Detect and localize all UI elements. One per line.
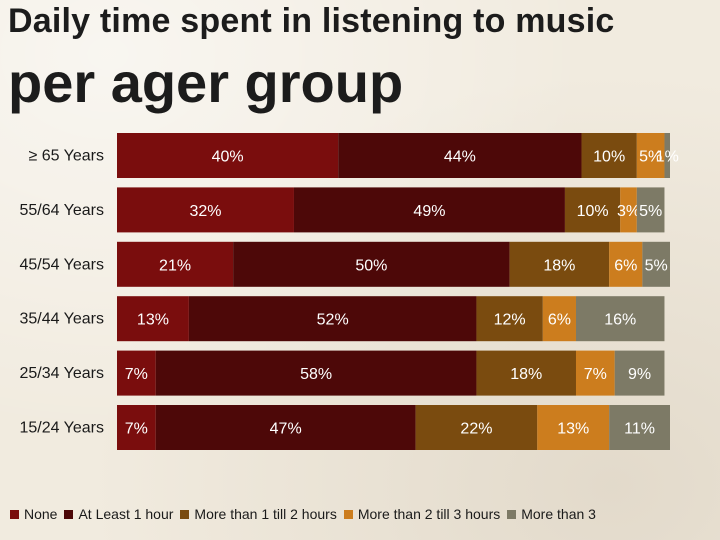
chart-title-line2: per ager group <box>8 51 404 114</box>
bar-segment-more-than-2-till-3-hours <box>542 296 576 342</box>
data-label: 58% <box>300 366 332 383</box>
bar-segment-none <box>117 405 156 450</box>
bar-segment-none <box>117 350 156 396</box>
bar-segment-more-than-1-till-2-hours <box>581 133 637 178</box>
data-label: 11% <box>624 421 655 438</box>
data-label: 7% <box>125 366 148 383</box>
legend-swatch <box>507 509 517 519</box>
bar-segment-more-than-2-till-3-hours <box>609 241 643 287</box>
data-label: 32% <box>189 203 221 220</box>
bar-segment-none <box>117 296 189 342</box>
bar-segment-at-least-1-hour <box>155 350 477 396</box>
bar-segment-more-than-2-till-3-hours <box>620 187 637 233</box>
data-label: 12% <box>494 312 526 329</box>
bar-segment-more-than-1-till-2-hours <box>509 241 610 287</box>
bar-segment-at-least-1-hour <box>155 405 416 450</box>
data-label: 10% <box>577 203 609 220</box>
chart-title-line1: Daily time spent in listening to music <box>8 2 615 40</box>
data-label: 5% <box>639 149 662 166</box>
data-label: 6% <box>614 257 637 274</box>
legend-swatch <box>64 509 74 519</box>
category-label: 55/64 Years <box>19 202 104 219</box>
bar-segment-more-than-1-till-2-hours <box>476 296 543 342</box>
bar-segment-none <box>117 133 339 178</box>
category-label: 25/34 Years <box>19 365 104 382</box>
bar-segment-more-than-3 <box>636 187 665 233</box>
data-label: 6% <box>548 312 571 329</box>
legend-item: More than 2 till 3 hours <box>343 506 501 522</box>
data-label: 9% <box>628 366 651 383</box>
bar-segment-more-than-2-till-3-hours <box>537 405 610 450</box>
bar-segment-at-least-1-hour <box>233 241 510 287</box>
bar-segment-more-than-3 <box>664 133 670 178</box>
bar-segment-more-than-3 <box>642 241 670 287</box>
legend-item: At Least 1 hour <box>64 506 173 522</box>
bar-segment-more-than-2-till-3-hours <box>636 133 665 178</box>
legend-swatch <box>10 509 19 519</box>
data-label: 21% <box>159 257 191 274</box>
category-label: 45/54 Years <box>19 256 104 273</box>
data-label: 1% <box>656 149 679 166</box>
bar-segment-more-than-2-till-3-hours <box>575 350 615 396</box>
bar-segment-more-than-3 <box>609 405 670 450</box>
data-label: 47% <box>270 421 302 438</box>
bar-segment-more-than-1-till-2-hours <box>564 187 621 233</box>
legend-label: At Least 1 hour <box>78 506 174 522</box>
category-label: ≥ 65 Years <box>28 148 104 165</box>
data-label: 40% <box>212 149 244 166</box>
data-label: 7% <box>584 366 607 383</box>
legend-item: None <box>10 506 57 522</box>
legend-swatch <box>180 509 190 519</box>
bar-segment-more-than-3 <box>614 350 665 396</box>
data-label: 18% <box>510 366 542 383</box>
bar-segment-more-than-1-till-2-hours <box>476 350 576 396</box>
legend-label: None <box>24 506 58 522</box>
stacked-bar-chart: ≥ 65 Years 40% 44% 10% 5%1%55/64 Years 32% 49%… <box>19 133 679 450</box>
bar-segment-at-least-1-hour <box>338 133 582 178</box>
legend-swatch <box>343 509 353 519</box>
bar-segment-at-least-1-hour <box>293 187 565 233</box>
data-label: 22% <box>460 421 492 438</box>
data-label: 13% <box>557 421 589 438</box>
bar-segment-at-least-1-hour <box>188 296 477 342</box>
data-label: 49% <box>413 203 445 220</box>
legend-label: More than 1 till 2 hours <box>194 506 337 522</box>
data-label: 7% <box>125 421 148 438</box>
data-label: 52% <box>317 312 349 329</box>
data-label: 44% <box>444 149 476 166</box>
data-label: 50% <box>355 257 387 274</box>
bar-segment-more-than-1-till-2-hours <box>415 405 538 450</box>
data-label: 18% <box>543 257 575 274</box>
chart-legend: None At Least 1 hour More than 1 till 2 ho… <box>10 506 603 522</box>
bar-segment-none <box>117 187 294 233</box>
category-label: 15/24 Years <box>19 420 104 437</box>
legend-label: More than 3 <box>521 506 596 522</box>
data-label: 3% <box>617 203 640 220</box>
data-label: 5% <box>645 257 668 274</box>
legend-item: More than 3 <box>507 506 596 522</box>
bar-segment-none <box>117 241 234 287</box>
bar-segment-more-than-3 <box>575 296 665 342</box>
legend-label: More than 2 till 3 hours <box>357 506 501 522</box>
legend-item: More than 1 till 2 hours <box>180 506 337 522</box>
data-label: 10% <box>593 149 625 166</box>
data-label: 16% <box>604 312 636 329</box>
category-label: 35/44 Years <box>19 311 104 328</box>
data-label: 5% <box>639 203 662 220</box>
data-label: 13% <box>137 312 169 329</box>
